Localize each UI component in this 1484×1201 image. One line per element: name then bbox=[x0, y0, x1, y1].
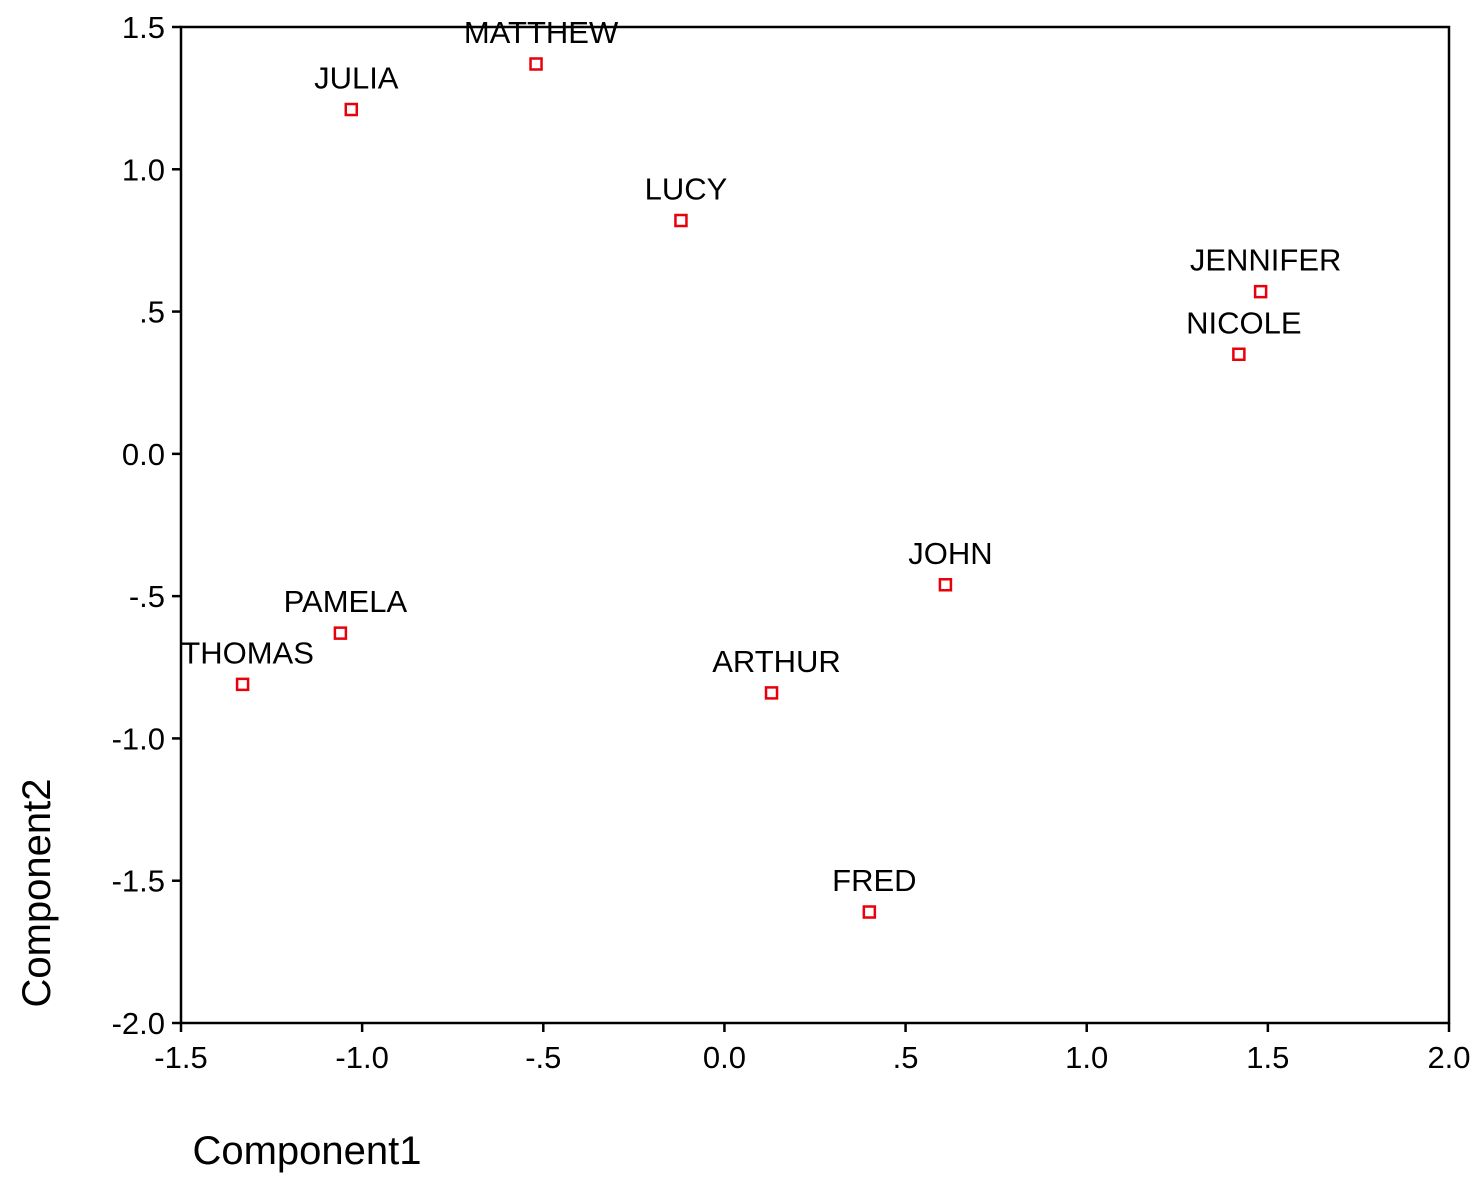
x-tick-label: -1.0 bbox=[335, 1040, 388, 1075]
point-marker bbox=[529, 57, 543, 71]
y-tick-label: .5 bbox=[139, 295, 165, 330]
point-marker bbox=[674, 213, 688, 228]
y-tick-label: -2.0 bbox=[112, 1006, 165, 1041]
point-marker bbox=[235, 677, 250, 692]
y-tick-label: -1.5 bbox=[112, 864, 165, 899]
point-label: PAMELA bbox=[284, 584, 408, 619]
point-marker bbox=[1232, 347, 1246, 362]
x-tick-label: 0.0 bbox=[703, 1040, 746, 1075]
x-tick-label: .5 bbox=[893, 1040, 919, 1075]
point-marker bbox=[344, 102, 359, 117]
x-axis: -1.5 -1.0 -.5 0.0 .5 1.0 1.5 2.0 bbox=[154, 1023, 1471, 1075]
data-point-fred: FRED bbox=[832, 863, 917, 919]
y-tick-label: 0.0 bbox=[122, 437, 165, 472]
x-tick-label: -1.5 bbox=[154, 1040, 207, 1075]
point-label: FRED bbox=[832, 863, 916, 898]
point-label: JOHN bbox=[908, 536, 992, 571]
y-tick-label: 1.5 bbox=[122, 10, 165, 45]
data-point-julia: JULIA bbox=[314, 61, 399, 117]
data-point-jennifer: JENNIFER bbox=[1190, 243, 1342, 299]
data-point-lucy: LUCY bbox=[645, 172, 728, 228]
point-label: LUCY bbox=[645, 172, 728, 207]
x-tick-label: 1.0 bbox=[1065, 1040, 1108, 1075]
point-label: THOMAS bbox=[181, 635, 314, 670]
point-marker bbox=[1253, 284, 1268, 299]
data-point-nicole: NICOLE bbox=[1186, 305, 1302, 362]
point-marker bbox=[764, 686, 779, 700]
y-axis: 1.5 1.0 .5 0.0 -.5 -1.0 -1.5 -2.0 bbox=[112, 10, 181, 1041]
point-label: MATTHEW bbox=[464, 15, 619, 50]
x-tick-label: 1.5 bbox=[1246, 1040, 1289, 1075]
x-tick-label: -.5 bbox=[525, 1040, 561, 1075]
point-marker bbox=[938, 578, 953, 592]
x-tick-label: 2.0 bbox=[1427, 1040, 1470, 1075]
point-marker bbox=[862, 905, 877, 919]
data-point-matthew: MATTHEW bbox=[464, 15, 619, 71]
point-label: JULIA bbox=[314, 61, 399, 96]
y-tick-label: -1.0 bbox=[112, 721, 165, 756]
point-label: JENNIFER bbox=[1190, 243, 1342, 278]
data-point-john: JOHN bbox=[908, 536, 993, 592]
data-point-thomas: THOMAS bbox=[181, 635, 314, 692]
x-axis-title: Component1 bbox=[192, 1129, 421, 1173]
data-point-arthur: ARTHUR bbox=[712, 644, 841, 700]
point-marker bbox=[333, 626, 348, 640]
plot-area bbox=[179, 25, 1451, 1025]
data-points: MATTHEW JULIA LUCY JENNIFER NICOLE JOHN PAMELA… bbox=[181, 15, 1342, 919]
point-label: NICOLE bbox=[1186, 305, 1301, 340]
y-tick-label: -.5 bbox=[129, 579, 165, 614]
point-label: ARTHUR bbox=[712, 644, 841, 679]
data-point-pamela: PAMELA bbox=[284, 584, 408, 640]
y-axis-title: Component2 bbox=[15, 778, 59, 1007]
y-tick-label: 1.0 bbox=[122, 152, 165, 187]
